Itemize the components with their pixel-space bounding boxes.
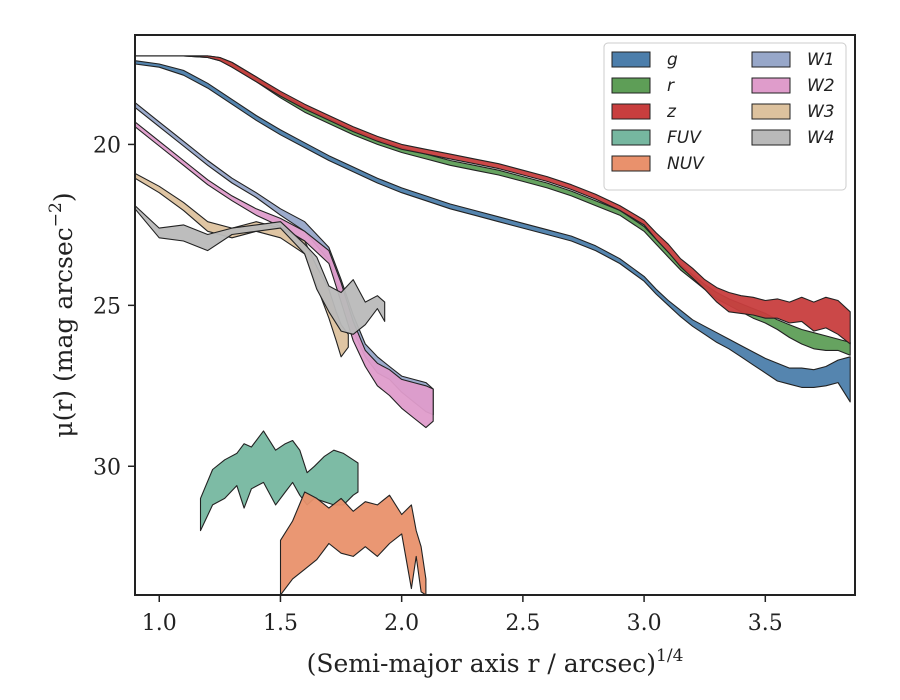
- legend-swatch-r: [611, 77, 651, 94]
- legend-swatch-w1: [751, 51, 791, 68]
- legend-label-w4: W4: [807, 128, 835, 148]
- legend-swatch-w3: [751, 103, 791, 120]
- band-w1: [135, 102, 434, 416]
- legend-label-fuv: FUV: [667, 128, 702, 148]
- band-z: [135, 55, 851, 345]
- x-tick-label: 3.0: [627, 611, 662, 636]
- x-tick-label: 2.0: [384, 611, 419, 636]
- y-tick-label: 30: [93, 455, 121, 480]
- legend-swatch-w4: [751, 129, 791, 146]
- y-axis-label: μ(r) (mag arcsec−2): [46, 192, 78, 437]
- legend-swatch-nuv: [611, 155, 651, 172]
- x-axis-ticks: 1.0 1.5 2.0 2.5 3.0 3.5: [142, 595, 783, 636]
- legend: grz FUV NUV W1 W2 W3 W4: [603, 42, 847, 191]
- plot-frame: [134, 34, 856, 596]
- x-tick-label: 1.5: [263, 611, 298, 636]
- legend-swatch-fuv: [611, 129, 651, 146]
- legend-label-w1: W1: [807, 50, 835, 70]
- legend-swatch-z: [611, 103, 651, 120]
- band-w2: [135, 121, 434, 429]
- band-nuv: [279, 491, 427, 595]
- legend-label-g: g: [667, 50, 678, 70]
- x-tick-label: 3.5: [748, 611, 783, 636]
- band-g: [135, 60, 851, 403]
- legend-label-z: z: [666, 102, 677, 122]
- legend-label-r: r: [667, 76, 675, 96]
- plot-area: [135, 55, 851, 595]
- y-tick-label: 20: [93, 133, 121, 158]
- x-axis-label: (Semi-major axis r / arcsec)1/4: [307, 646, 684, 678]
- y-axis-ticks: 20 25 30: [93, 133, 135, 480]
- x-tick-label: 1.0: [142, 611, 177, 636]
- legend-label-w3: W3: [807, 102, 835, 122]
- legend-label-nuv: NUV: [667, 154, 705, 174]
- y-tick-label: 25: [93, 294, 121, 319]
- band-w4: [135, 205, 386, 335]
- band-fuv: [199, 430, 359, 532]
- legend-label-w2: W2: [807, 76, 835, 96]
- legend-swatch-g: [611, 51, 651, 68]
- legend-swatch-w2: [751, 77, 791, 94]
- x-tick-label: 2.5: [505, 611, 540, 636]
